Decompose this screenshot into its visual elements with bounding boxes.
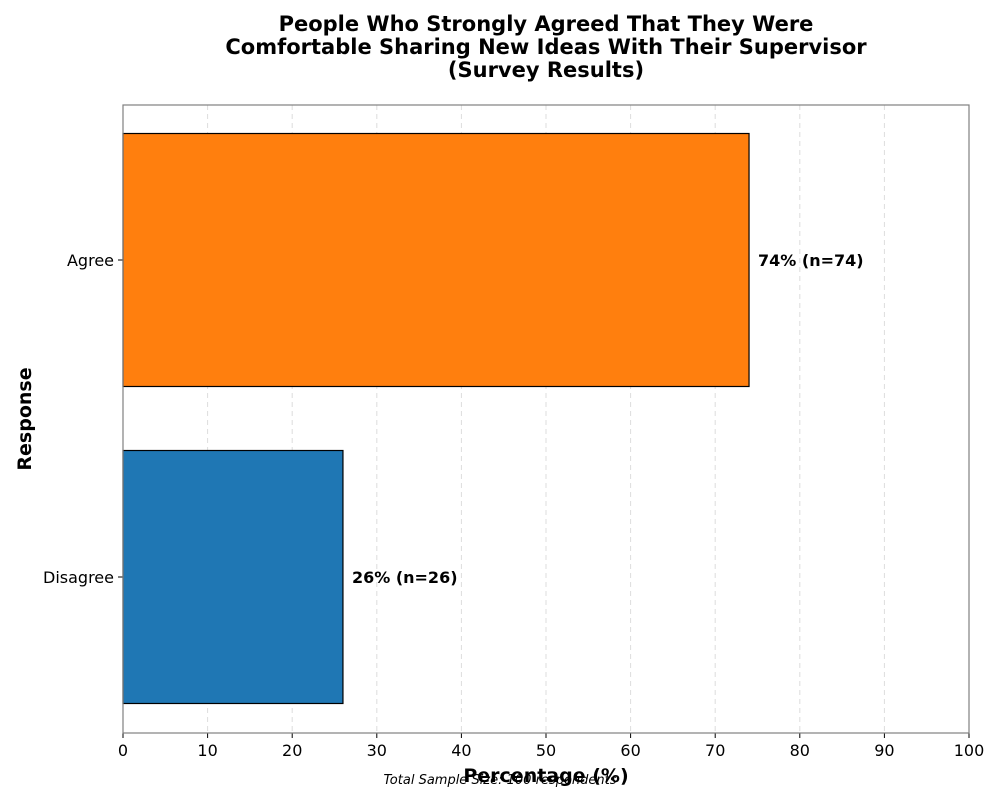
x-tick-label: 60 [620,741,640,760]
x-tick-label: 0 [118,741,128,760]
data-label-agree: 74% (n=74) [758,251,864,270]
y-tick-label-agree: Agree [67,251,114,270]
data-label-disagree: 26% (n=26) [352,568,458,587]
y-axis-label: Response [14,367,36,470]
x-tick-label: 80 [790,741,810,760]
x-axis-ticks: 0 10 20 30 40 50 60 70 80 90 100 [118,733,984,760]
bar-disagree [122,449,344,705]
chart-title-line-3: (Survey Results) [448,58,644,82]
x-tick-label: 20 [282,741,302,760]
bars [122,132,750,705]
bar-agree [122,132,750,388]
chart-title-line-1: People Who Strongly Agreed That They Wer… [279,12,814,36]
x-tick-label: 10 [197,741,217,760]
y-tick-label-disagree: Disagree [43,568,114,587]
data-labels: 74% (n=74) 26% (n=26) [352,251,864,587]
y-axis-ticks: Agree Disagree [43,251,123,587]
x-tick-label: 100 [954,741,985,760]
x-axis-label: Percentage (%) [463,765,628,787]
chart-title-line-2: Comfortable Sharing New Ideas With Their… [225,35,867,59]
plot-frame [122,104,970,734]
x-tick-label: 30 [367,741,387,760]
x-tick-label: 50 [536,741,556,760]
x-tick-label: 70 [705,741,725,760]
footnote: Total Sample Size: 100 respondents [383,773,616,788]
x-tick-label: 40 [451,741,471,760]
x-tick-label: 90 [874,741,894,760]
